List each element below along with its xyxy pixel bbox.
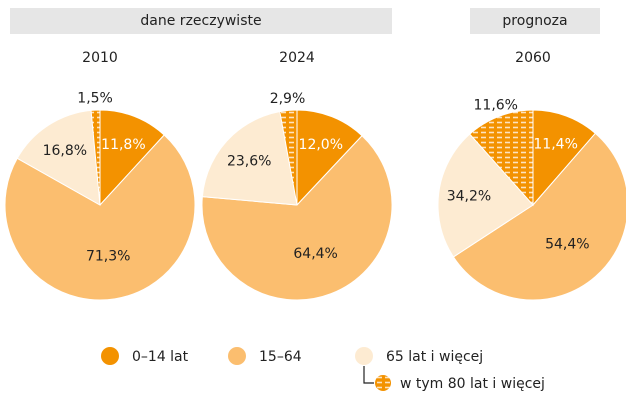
legend-label: 15–64 <box>259 349 302 365</box>
value-label: 11,8% <box>101 137 145 153</box>
pie-title: 2024 <box>279 50 315 66</box>
value-label: 2,9% <box>270 91 306 107</box>
header: prognoza <box>502 13 567 29</box>
value-label: 11,4% <box>533 136 577 152</box>
value-label: 12,0% <box>299 137 343 153</box>
value-label: 71,3% <box>86 249 130 265</box>
legend-label: w tym 80 lat i więcej <box>400 376 545 392</box>
value-label: 1,5% <box>77 91 113 107</box>
pie-sub-slice <box>90 109 101 206</box>
pie-slice <box>452 132 626 301</box>
legend-label: 0–14 lat <box>132 349 189 365</box>
pie-slice <box>532 109 597 207</box>
header-bar <box>470 8 600 34</box>
pie-sub-slice <box>469 109 534 207</box>
header-bar <box>10 8 392 34</box>
legend-swatch <box>228 347 246 365</box>
pie-title: 2060 <box>515 50 551 66</box>
value-label: 34,2% <box>447 189 491 205</box>
legend-label: 65 lat i więcej <box>386 349 483 365</box>
value-label: 64,4% <box>293 246 337 262</box>
legend-swatch <box>375 375 391 391</box>
legend-connector <box>363 366 374 384</box>
pie-title: 2010 <box>82 50 118 66</box>
legend-swatch <box>101 347 119 365</box>
value-label: 23,6% <box>227 154 271 170</box>
pie-sub-slice <box>279 109 298 206</box>
value-label: 11,6% <box>474 97 518 113</box>
pie-slice <box>201 135 393 301</box>
pie-slice <box>99 109 165 207</box>
pie-slice <box>296 109 363 207</box>
legend-swatch <box>355 347 373 365</box>
value-label: 54,4% <box>545 236 589 252</box>
header: dane rzeczywiste <box>140 13 261 29</box>
pie-slice <box>4 134 196 301</box>
value-label: 16,8% <box>43 143 87 159</box>
